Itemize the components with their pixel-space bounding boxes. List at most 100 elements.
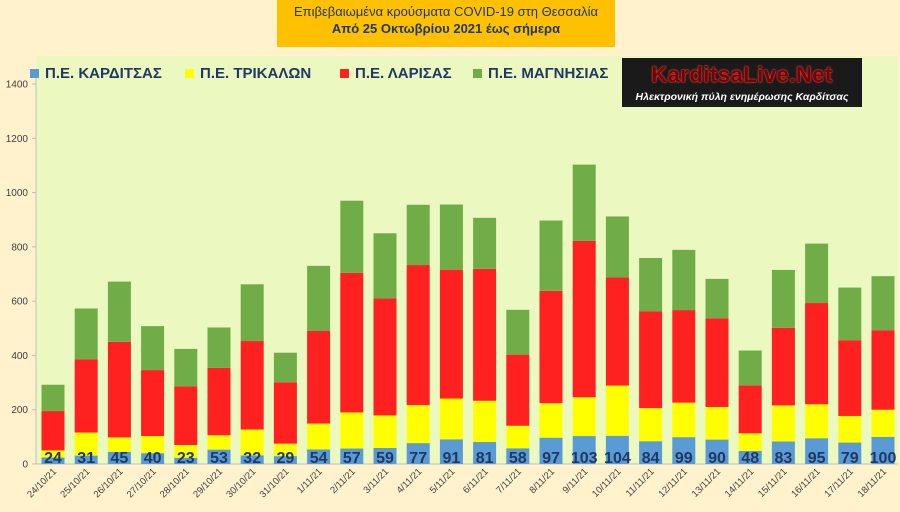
legend-item: Π.Ε. ΛΑΡΙΣΑΣ [340,64,452,82]
bar-segment [174,348,198,387]
bar-segment [74,455,98,464]
bar-segment [141,453,165,464]
bar-segment [74,432,98,456]
bar-segment [406,265,430,406]
bar-segment [240,455,264,464]
chart-title-box: Επιβεβαιωμένα κρούσματα COVID-19 στη Θεσ… [277,0,615,47]
bar-segment [74,308,98,360]
bar-segment [771,405,795,442]
bar-segment [871,409,895,437]
bar-segment [871,436,895,464]
bar-segment [340,412,364,449]
data-label: 84 [642,450,660,467]
data-label: 95 [808,450,826,467]
data-label: 31 [77,450,95,467]
data-label: 83 [775,450,793,467]
x-tick-label: 31/10/21 [258,466,292,500]
bar-segment [41,384,65,412]
bar-segment [572,164,596,241]
data-label: 58 [509,450,527,467]
x-tick-label: 14/11/21 [723,466,756,499]
bar-segment [273,382,297,444]
x-tick-label: 6/11/21 [461,466,491,496]
bar-segment [539,290,563,404]
bar-segment [373,298,397,416]
bar-segment [506,309,530,355]
bar-segment [771,327,795,406]
bar-segment [340,200,364,273]
bar-segment [672,402,696,438]
bar-segment [605,385,629,436]
data-label: 59 [376,450,394,467]
bar-segment [473,217,497,269]
data-label: 24 [44,450,62,467]
x-tick-label: 15/11/21 [756,466,789,499]
bar-segment [141,326,165,371]
bar-segment [639,408,663,442]
x-tick-label: 18/11/21 [856,466,889,499]
bar-segment [805,243,829,304]
bar-segment [639,257,663,312]
bar-segment [406,443,430,464]
bar-segment [738,350,762,386]
data-label: 32 [243,450,261,467]
data-label: 54 [310,450,328,467]
data-label: 97 [542,450,560,467]
bar-segment [605,277,629,386]
bar-segment [141,370,165,437]
bar-segment [340,448,364,464]
bar-segment [107,341,131,438]
bar-segment [174,457,198,464]
bar-segment [207,449,231,464]
bar-segment [805,404,829,439]
bar-segment [539,220,563,291]
y-tick-label: 1200 [6,134,29,145]
legend-item: Π.Ε. ΤΡΙΚΑΛΩΝ [185,64,311,82]
x-tick-label: 24/10/21 [25,466,59,500]
bar-segment [340,272,364,413]
bar-segment [307,449,331,464]
bar-segment [605,216,629,278]
x-tick-label: 25/10/21 [58,466,92,500]
bar-segment [838,287,862,341]
bar-segment [705,439,729,464]
bar-segment [439,204,463,270]
bar-segment [473,442,497,464]
bar-segment [871,276,895,331]
legend-label: Π.Ε. ΤΡΙΚΑΛΩΝ [200,64,312,82]
data-label: 79 [841,450,859,467]
bar-segment [572,240,596,398]
bar-segment [240,341,264,430]
bar-segment [805,303,829,405]
data-label: 91 [443,450,461,467]
data-label: 90 [708,450,726,467]
bar-segment [307,423,331,450]
bar-segment [539,437,563,464]
x-tick-label: 9/11/21 [561,466,591,496]
data-label: 45 [111,450,129,467]
bar-segment [838,415,862,443]
data-label: 48 [741,450,759,467]
legend-label: Π.Ε. ΚΑΡΔΙΤΣΑΣ [45,64,162,82]
x-tick-label: 5/11/21 [428,466,458,496]
data-label: 103 [571,450,598,467]
x-tick-label: 26/10/21 [92,466,126,500]
bar-segment [506,354,530,426]
bar-segment [240,429,264,456]
bar-segment [107,281,131,342]
data-label: 57 [343,450,361,467]
legend-label: Π.Ε. ΛΑΡΙΣΑΣ [355,64,452,82]
bar-segment [672,437,696,464]
data-label: 23 [177,450,195,467]
data-label: 100 [870,450,897,467]
bar-segment [439,398,463,440]
legend-label: Π.Ε. ΜΑΓΝΗΣΙΑΣ [488,64,609,82]
x-tick-label: 16/11/21 [789,466,822,499]
bar-segment [273,456,297,464]
bar-segment [174,445,198,458]
bar-segment [705,407,729,440]
bar-segment [738,450,762,464]
x-tick-label: 3/11/21 [361,466,391,496]
bar-segment [240,284,264,342]
bar-segment [41,411,65,451]
